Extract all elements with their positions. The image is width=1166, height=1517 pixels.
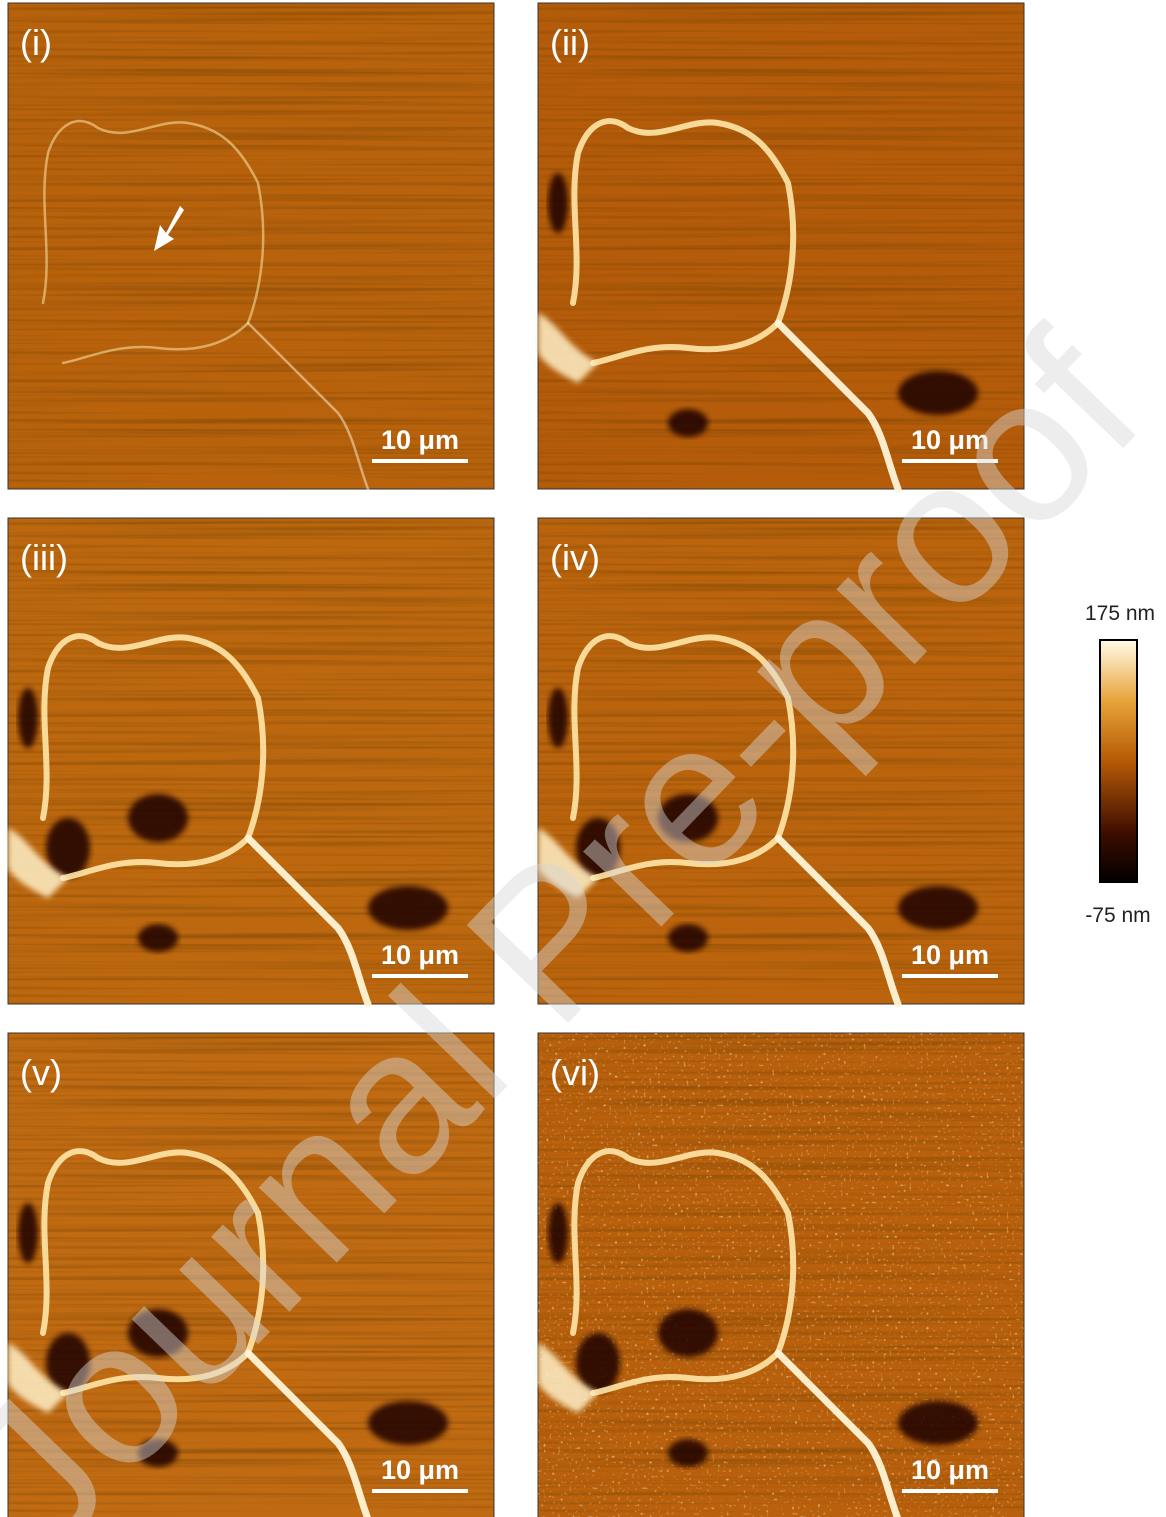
panel-label: (iii)	[20, 537, 68, 578]
dark-pit	[898, 886, 978, 930]
afm-panel: (vi)10 μm	[538, 1033, 1024, 1517]
colorbar-min: -75 nm	[1085, 904, 1150, 927]
panel-streaks	[8, 3, 494, 489]
panel-label: (v)	[20, 1052, 62, 1093]
afm-panel: (i) 10 μm	[8, 3, 494, 489]
dark-pit	[128, 794, 188, 842]
dark-pit	[668, 1439, 708, 1467]
dark-pit	[548, 688, 568, 748]
dark-pit	[658, 1309, 718, 1357]
panel-label: (iv)	[550, 537, 600, 578]
colorbar-max: 175 nm	[1085, 602, 1155, 625]
scale-bar-label: 10 μm	[911, 940, 989, 970]
dark-pit	[368, 1401, 448, 1445]
figure: (i) 10 μm (ii) 10 μm (iii) 10 μm (iv) 10 μm (v) 1…	[0, 0, 1166, 1517]
dark-pit	[138, 924, 178, 952]
colorbar-scale	[1100, 640, 1137, 882]
panel-label: (ii)	[550, 22, 590, 63]
dark-pit	[548, 173, 568, 233]
dark-pit	[18, 1203, 38, 1263]
colorbar: 175 nm -75 nm	[1085, 602, 1155, 927]
panel-label: (i)	[20, 22, 52, 63]
scale-bar-label: 10 μm	[911, 1455, 989, 1485]
dark-pit	[668, 409, 708, 437]
dark-pit	[548, 1203, 568, 1263]
panel-specks	[538, 1033, 1024, 1517]
dark-pit	[18, 688, 38, 748]
scale-bar-label: 10 μm	[381, 425, 459, 455]
dark-pit	[898, 1401, 978, 1445]
scale-bar-label: 10 μm	[381, 1455, 459, 1485]
